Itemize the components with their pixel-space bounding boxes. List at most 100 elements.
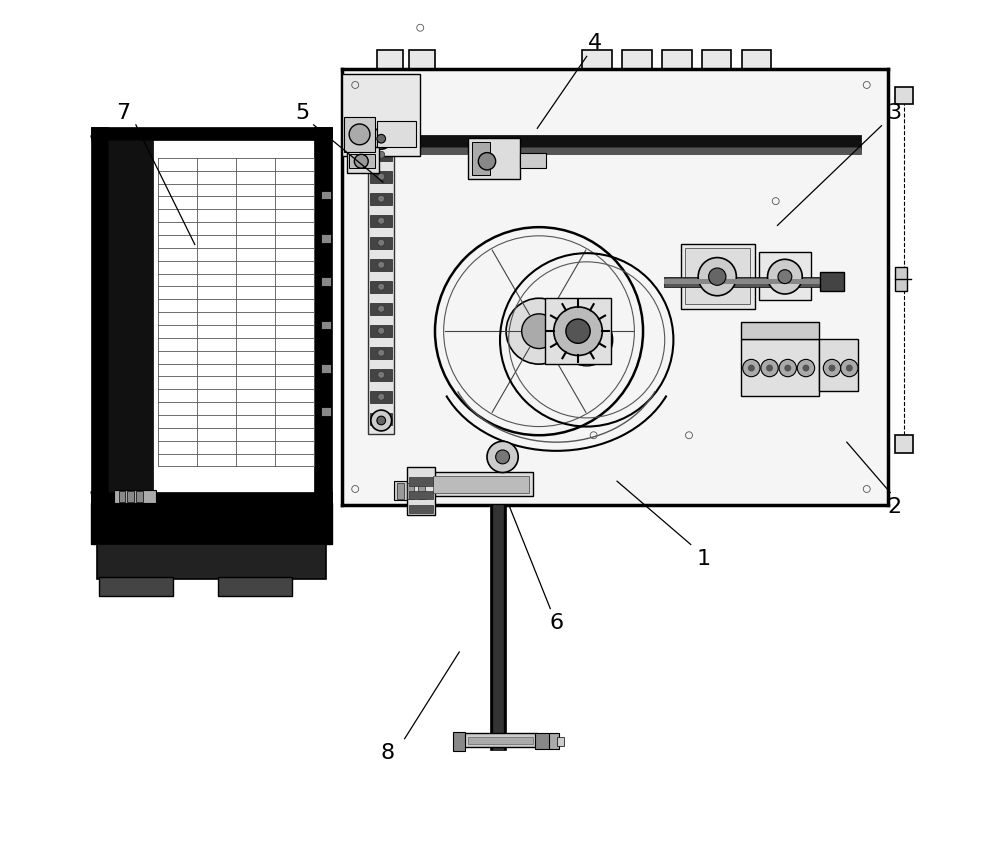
Bar [370,215,392,227]
Circle shape [378,327,385,334]
Bar [520,153,546,168]
Bar [347,147,379,173]
Bar [370,325,392,336]
Bar [108,140,153,492]
Circle shape [779,359,796,376]
Bar [702,50,731,69]
Circle shape [378,151,385,158]
Bar [407,467,435,515]
Circle shape [378,415,385,422]
Bar [321,364,331,373]
Circle shape [698,257,736,296]
Bar [429,472,533,496]
Bar [418,483,425,499]
Bar [394,481,429,500]
Circle shape [823,359,841,376]
Bar [895,435,913,453]
Circle shape [371,128,392,149]
Circle shape [784,364,791,371]
Bar [377,121,416,147]
Bar [91,503,332,544]
Bar [370,258,392,271]
Bar [759,252,811,300]
Bar [377,50,403,69]
Bar [342,147,861,154]
Circle shape [709,268,726,285]
Bar [91,492,332,505]
Circle shape [846,364,853,371]
Circle shape [371,410,392,431]
Bar [493,505,503,750]
Bar [321,407,331,416]
Text: 5: 5 [295,102,309,123]
Circle shape [378,239,385,246]
Text: 3: 3 [887,102,902,123]
Bar [127,491,134,502]
Bar [368,130,394,434]
Bar [464,733,537,747]
Bar [622,50,652,69]
Bar [397,483,404,499]
Bar [664,279,820,284]
Circle shape [378,371,385,378]
Bar [136,491,143,502]
Bar [344,117,375,152]
Text: 4: 4 [588,33,602,54]
Circle shape [377,416,386,425]
Circle shape [566,319,590,343]
Bar [342,135,861,149]
Bar [349,154,375,168]
Circle shape [377,134,386,143]
Bar [557,737,564,746]
Bar [490,505,506,750]
Circle shape [841,359,858,376]
Circle shape [506,298,572,364]
Bar [409,505,433,513]
Circle shape [354,154,368,168]
Bar [321,234,331,243]
Bar [108,140,314,492]
Bar [681,244,755,309]
Text: 6: 6 [549,612,563,633]
Bar [742,50,771,69]
Circle shape [478,153,496,170]
Bar [218,577,292,596]
Bar [895,87,913,104]
Circle shape [378,394,385,401]
Circle shape [561,314,613,366]
Bar [407,483,414,499]
Text: 2: 2 [887,497,902,518]
Bar [91,127,332,140]
Bar [895,267,907,291]
Bar [97,544,326,579]
Circle shape [487,441,518,473]
Circle shape [766,364,773,371]
Bar [472,142,490,175]
Bar [321,321,331,329]
Bar [685,248,750,304]
Bar [664,277,820,287]
Circle shape [748,364,755,371]
Bar [321,277,331,286]
Bar [321,191,331,199]
Bar [662,50,692,69]
Circle shape [761,359,778,376]
Circle shape [378,195,385,202]
Circle shape [378,173,385,180]
Bar [370,303,392,315]
Bar [114,490,156,503]
Circle shape [522,314,556,349]
Circle shape [778,270,792,284]
Bar [342,69,888,505]
Circle shape [349,124,370,145]
Circle shape [378,349,385,356]
Circle shape [496,450,510,464]
Bar [370,237,392,249]
Bar [370,281,392,293]
Bar [549,733,559,749]
Bar [91,127,108,505]
Bar [468,138,520,179]
Bar [453,732,465,751]
Bar [820,272,844,291]
Bar [741,322,819,339]
